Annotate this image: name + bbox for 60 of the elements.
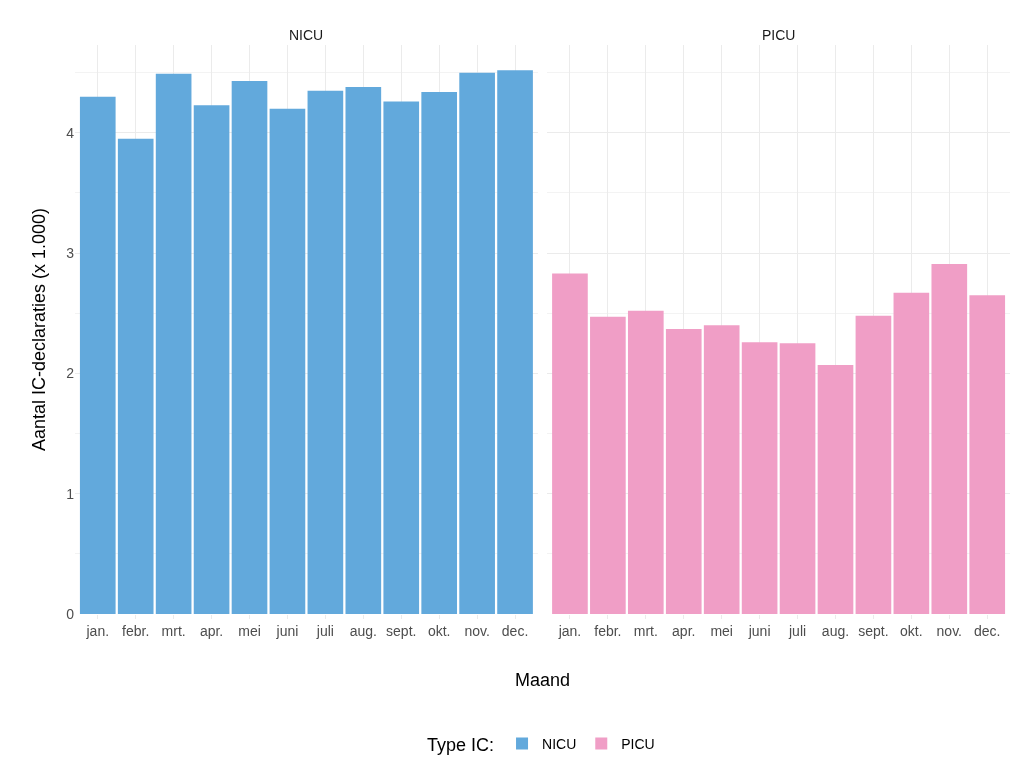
bar bbox=[931, 263, 968, 614]
bar bbox=[155, 73, 192, 614]
x-tick-label: apr. bbox=[672, 622, 696, 639]
x-axis-title: Maand bbox=[515, 670, 571, 690]
x-tick-label: febr. bbox=[594, 622, 622, 639]
x-tick-label: sept. bbox=[386, 622, 417, 639]
bar bbox=[79, 96, 116, 614]
x-tick-label: aug. bbox=[821, 622, 850, 639]
x-tick-label: mei bbox=[238, 622, 261, 639]
bar bbox=[741, 342, 778, 614]
x-tick-label: febr. bbox=[122, 622, 150, 639]
x-tick-label: dec. bbox=[501, 622, 529, 639]
bar bbox=[307, 90, 344, 614]
legend-label: NICU bbox=[542, 735, 577, 752]
x-tick-label: jan. bbox=[85, 622, 110, 639]
x-tick-label: juli bbox=[787, 622, 807, 639]
y-axis-title: Aantal IC-declaraties (x 1.000) bbox=[29, 207, 50, 452]
y-tick-label: 4 bbox=[66, 124, 75, 141]
x-tick-label: jan. bbox=[557, 622, 582, 639]
bar bbox=[665, 328, 702, 614]
bar bbox=[459, 72, 495, 614]
y-tick-label: 0 bbox=[66, 605, 75, 622]
x-tick-label: mei bbox=[710, 622, 733, 639]
bar bbox=[969, 295, 1006, 614]
x-tick-label: dec. bbox=[974, 622, 1001, 639]
bar bbox=[590, 316, 626, 614]
x-tick-label: juni bbox=[275, 622, 299, 639]
chart-title: PICU bbox=[762, 27, 796, 43]
y-tick-label: 3 bbox=[66, 245, 75, 262]
bar bbox=[497, 70, 533, 614]
bar bbox=[345, 87, 382, 614]
bar bbox=[421, 91, 458, 614]
bar bbox=[383, 101, 420, 614]
bar bbox=[552, 273, 588, 614]
x-tick-label: juli bbox=[315, 622, 334, 639]
x-tick-label: mrt. bbox=[633, 622, 658, 639]
x-tick-label: nov. bbox=[464, 622, 490, 639]
bar bbox=[231, 81, 268, 614]
legend-label: PICU bbox=[621, 735, 655, 752]
x-tick-label: aug. bbox=[349, 622, 377, 639]
x-tick-label: sept. bbox=[858, 622, 889, 639]
x-tick-label: apr. bbox=[199, 622, 224, 639]
bar bbox=[269, 108, 306, 614]
bar bbox=[855, 315, 892, 614]
bar bbox=[893, 292, 930, 614]
bar bbox=[817, 364, 854, 614]
bar bbox=[193, 105, 230, 614]
x-tick-label: okt. bbox=[427, 622, 451, 639]
x-tick-label: mrt. bbox=[161, 622, 186, 639]
legend-title: Type IC: bbox=[427, 735, 495, 756]
bar bbox=[117, 138, 154, 614]
bar bbox=[703, 325, 740, 614]
x-tick-label: okt. bbox=[900, 622, 923, 639]
y-tick-label: 2 bbox=[66, 365, 75, 382]
bar bbox=[779, 343, 816, 614]
bar bbox=[627, 310, 664, 614]
y-tick-label: 1 bbox=[66, 485, 75, 502]
x-tick-label: juni bbox=[747, 622, 771, 639]
chart-title: NICU bbox=[289, 27, 324, 43]
x-tick-label: nov. bbox=[936, 622, 963, 639]
